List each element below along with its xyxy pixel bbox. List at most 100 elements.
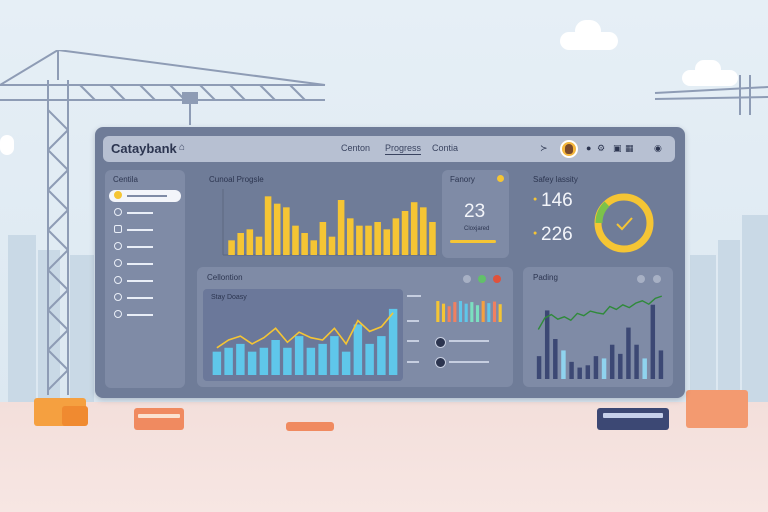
cart	[134, 408, 184, 430]
status-dot-icon	[653, 275, 661, 283]
pulse-icon	[114, 242, 122, 250]
collections-line	[216, 312, 394, 349]
cloud	[695, 60, 721, 78]
progress-bar	[383, 229, 391, 255]
avatar[interactable]	[560, 140, 578, 158]
summary-subtitle: Cloxjared	[464, 226, 490, 232]
mini-bar	[436, 301, 440, 322]
sidebar-item[interactable]	[109, 275, 181, 287]
collections-bar	[271, 340, 280, 375]
collections-bar	[341, 351, 351, 375]
summary-title: Fanory	[450, 175, 475, 184]
bus	[597, 408, 669, 430]
gauge-segment	[595, 201, 610, 224]
bell-icon[interactable]: ●	[586, 143, 592, 153]
progress-title: Cunoal Progsle	[209, 175, 264, 184]
mini-bar	[464, 303, 468, 322]
sidebar-title: Centila	[113, 175, 138, 184]
circle-icon	[114, 259, 122, 267]
collections-bar	[377, 336, 386, 375]
pending-bar	[634, 344, 639, 379]
pending-bar	[650, 304, 656, 379]
profile-icon[interactable]: ◉	[654, 143, 662, 153]
building	[690, 255, 716, 405]
crane-right	[654, 75, 768, 115]
collections-panel: Cellontion Stay Doasy	[197, 267, 513, 387]
safety-value-1: 146	[541, 190, 573, 211]
collections-bar	[212, 351, 222, 375]
building	[742, 215, 768, 405]
collections-bar	[294, 336, 304, 375]
status-dot-icon	[478, 275, 486, 283]
collections-bar	[283, 347, 292, 375]
nav-centon[interactable]: Centon	[341, 143, 371, 153]
sidebar-item-label	[127, 314, 153, 316]
bullet-icon: ●	[533, 230, 538, 237]
mini-bar	[453, 302, 457, 322]
truck-right	[686, 390, 748, 428]
share-icon[interactable]: ≻	[540, 143, 548, 153]
pending-chart	[536, 295, 664, 379]
mini-bar	[470, 302, 474, 322]
safety-gauge	[594, 193, 654, 253]
nav-contia[interactable]: Contia	[432, 143, 459, 153]
sidebar-item[interactable]	[109, 190, 181, 202]
progress-bar	[255, 236, 263, 255]
pending-bar	[569, 361, 574, 379]
progress-bar	[420, 207, 427, 255]
circle-icon	[114, 310, 122, 318]
sidebar-item[interactable]	[109, 241, 181, 253]
app-title: Cataybank	[111, 141, 177, 156]
progress-bar	[429, 222, 436, 255]
check-icon	[616, 217, 633, 231]
top-bar: Cataybank ⌂ Centon Progress Contia ≻ ● ⚙…	[103, 136, 675, 162]
summary-progress-bar	[450, 240, 496, 243]
status-dot-icon	[493, 275, 501, 283]
collections-legend	[407, 295, 507, 375]
building	[70, 255, 94, 405]
sidebar-item-label	[127, 263, 153, 265]
collections-bar	[365, 343, 374, 375]
progress-bar	[283, 207, 290, 255]
status-dot-icon	[463, 275, 471, 283]
pending-bar	[585, 365, 591, 379]
pending-bar	[618, 353, 623, 379]
pending-bar	[536, 356, 542, 379]
progress-bar	[337, 200, 345, 255]
mini-bar	[481, 301, 485, 322]
settings-icon[interactable]: ⚙	[597, 143, 606, 153]
building	[8, 235, 36, 405]
crane-left	[0, 50, 326, 395]
cart-stripe	[138, 414, 180, 418]
bus-window	[603, 413, 663, 418]
circle-icon	[114, 293, 122, 301]
collections-chart	[212, 308, 398, 375]
cloud	[575, 20, 601, 42]
mini-bar	[447, 306, 451, 322]
sidebar-item[interactable]	[109, 207, 181, 219]
legend-line	[449, 361, 489, 363]
progress-panel: Cunoal Progsle	[195, 170, 437, 260]
inner-chart-title: Stay Doasy	[211, 294, 247, 301]
collections-bar	[306, 347, 316, 375]
circle-icon	[114, 191, 122, 199]
pending-line	[537, 295, 663, 330]
sidebar-item[interactable]	[109, 309, 181, 321]
pending-bar	[601, 358, 607, 379]
gauge-center	[604, 203, 644, 243]
sidebar-item[interactable]	[109, 292, 181, 304]
grid-icon[interactable]: ▦	[625, 143, 634, 153]
collections-bar	[259, 347, 269, 375]
nav-progress[interactable]: Progress	[385, 143, 422, 155]
home-icon[interactable]: ⌂	[179, 142, 186, 153]
calendar-icon[interactable]: ▣	[613, 143, 622, 153]
sidebar-item[interactable]	[109, 224, 181, 236]
pending-bar	[658, 350, 664, 379]
building	[718, 240, 740, 405]
collections-bar	[318, 343, 327, 375]
sidebar-item[interactable]	[109, 258, 181, 270]
progress-bar	[392, 218, 400, 255]
progress-bar	[365, 225, 372, 255]
mini-bar	[441, 303, 446, 322]
legend-row	[407, 295, 421, 297]
